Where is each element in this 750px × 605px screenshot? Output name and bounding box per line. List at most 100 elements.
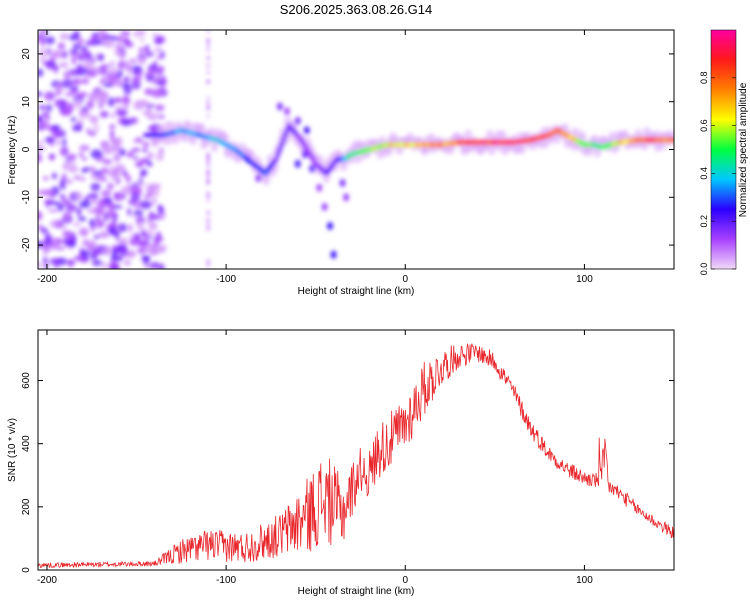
ridge-blob <box>303 126 310 135</box>
noise-blob <box>116 36 123 42</box>
noise-blob <box>59 62 66 68</box>
noise-blob <box>127 249 137 258</box>
noise-blob <box>73 99 83 110</box>
noise-blob <box>138 46 144 55</box>
noise-blob <box>138 221 144 230</box>
noise-blob <box>110 112 116 118</box>
noise-blob <box>69 48 79 55</box>
noise-blob <box>72 124 78 132</box>
spectrogram-x-ticks: -200 -100 0 100 <box>37 30 593 285</box>
ridge-blob <box>327 221 334 230</box>
noise-blob <box>105 38 115 49</box>
colorbar-tick-label: 0.4 <box>699 167 709 180</box>
noise-blob <box>114 49 119 56</box>
noise-blob <box>114 42 124 51</box>
noise-blob <box>130 80 141 90</box>
noise-blob <box>42 176 50 181</box>
noise-blob <box>40 30 46 38</box>
noise-blob <box>80 46 88 53</box>
noise-blob <box>101 209 107 220</box>
noise-blob <box>79 176 86 182</box>
noise-blob <box>141 147 148 153</box>
noise-blob <box>131 65 143 74</box>
noise-blob <box>111 204 123 209</box>
noise-blob <box>45 60 57 69</box>
noise-blob <box>49 257 61 266</box>
noise-blob <box>79 199 91 209</box>
noise-blob <box>113 192 119 201</box>
y-tick-label: -20 <box>21 237 32 252</box>
noise-blob <box>122 95 130 103</box>
noise-blob <box>49 49 61 55</box>
noise-blob <box>155 104 165 112</box>
noise-blob <box>38 240 44 249</box>
snr-panel: -200 -100 0 100 0 200 400 600 Height of straig… <box>7 329 675 597</box>
noise-blob <box>63 71 69 77</box>
noise-blob <box>90 35 97 42</box>
noise-blob <box>127 223 133 233</box>
ridge-halo <box>171 132 180 145</box>
noise-blob <box>206 80 210 85</box>
noise-blob <box>101 77 107 82</box>
noise-blob <box>206 262 210 267</box>
y-tick-label: 600 <box>21 372 32 389</box>
ridge-blob <box>294 116 301 125</box>
noise-blob <box>72 78 82 86</box>
noise-blob <box>77 216 87 222</box>
snr-x-label: Height of straight line (km) <box>298 586 415 597</box>
noise-blob <box>105 72 118 83</box>
noise-blob <box>206 217 210 222</box>
noise-blob <box>39 47 46 53</box>
noise-blob <box>206 222 210 227</box>
noise-blob <box>96 89 108 100</box>
noise-blob <box>44 91 56 101</box>
noise-blob <box>206 176 210 181</box>
noise-blob <box>206 100 210 105</box>
noise-blob <box>62 210 72 221</box>
noise-blob <box>38 105 47 110</box>
noise-blob <box>131 77 143 82</box>
noise-blob <box>156 244 166 253</box>
spectrogram-blobs <box>38 30 674 269</box>
noise-blob <box>160 84 166 89</box>
noise-blob <box>62 230 74 239</box>
noise-blob <box>88 208 96 214</box>
noise-blob <box>127 207 132 217</box>
noise-blob <box>118 151 126 156</box>
noise-blob <box>38 142 42 147</box>
ridge-core <box>671 137 674 143</box>
noise-blob <box>123 76 131 84</box>
colorbar-gradient <box>711 30 736 269</box>
noise-blob <box>206 55 210 60</box>
noise-blob <box>156 55 163 60</box>
noise-blob <box>143 256 149 262</box>
noise-blob <box>97 53 105 62</box>
colorbar-ticks: 0.0 0.2 0.4 0.6 0.8 <box>699 72 736 275</box>
noise-blob <box>148 69 156 75</box>
noise-blob <box>49 153 54 162</box>
noise-blob <box>89 239 97 250</box>
noise-blob <box>49 237 61 248</box>
noise-blob <box>139 36 145 43</box>
noise-blob <box>143 194 152 199</box>
noise-blob <box>70 117 77 122</box>
ridge-blob <box>330 250 337 259</box>
ridge-blob <box>276 102 283 111</box>
noise-blob <box>46 104 53 112</box>
noise-blob <box>151 198 158 203</box>
noise-blob <box>95 216 100 221</box>
noise-blob <box>206 114 210 119</box>
x-tick-label: -100 <box>216 575 236 586</box>
noise-blob <box>127 67 133 76</box>
noise-blob <box>86 100 95 110</box>
noise-blob <box>206 259 210 264</box>
noise-blob <box>206 162 210 167</box>
noise-blob <box>38 91 43 97</box>
noise-blob <box>137 57 146 65</box>
noise-blob <box>117 223 128 233</box>
ridge-core <box>280 137 287 143</box>
noise-blob <box>59 32 69 41</box>
noise-blob <box>50 124 61 131</box>
noise-blob <box>153 47 163 53</box>
